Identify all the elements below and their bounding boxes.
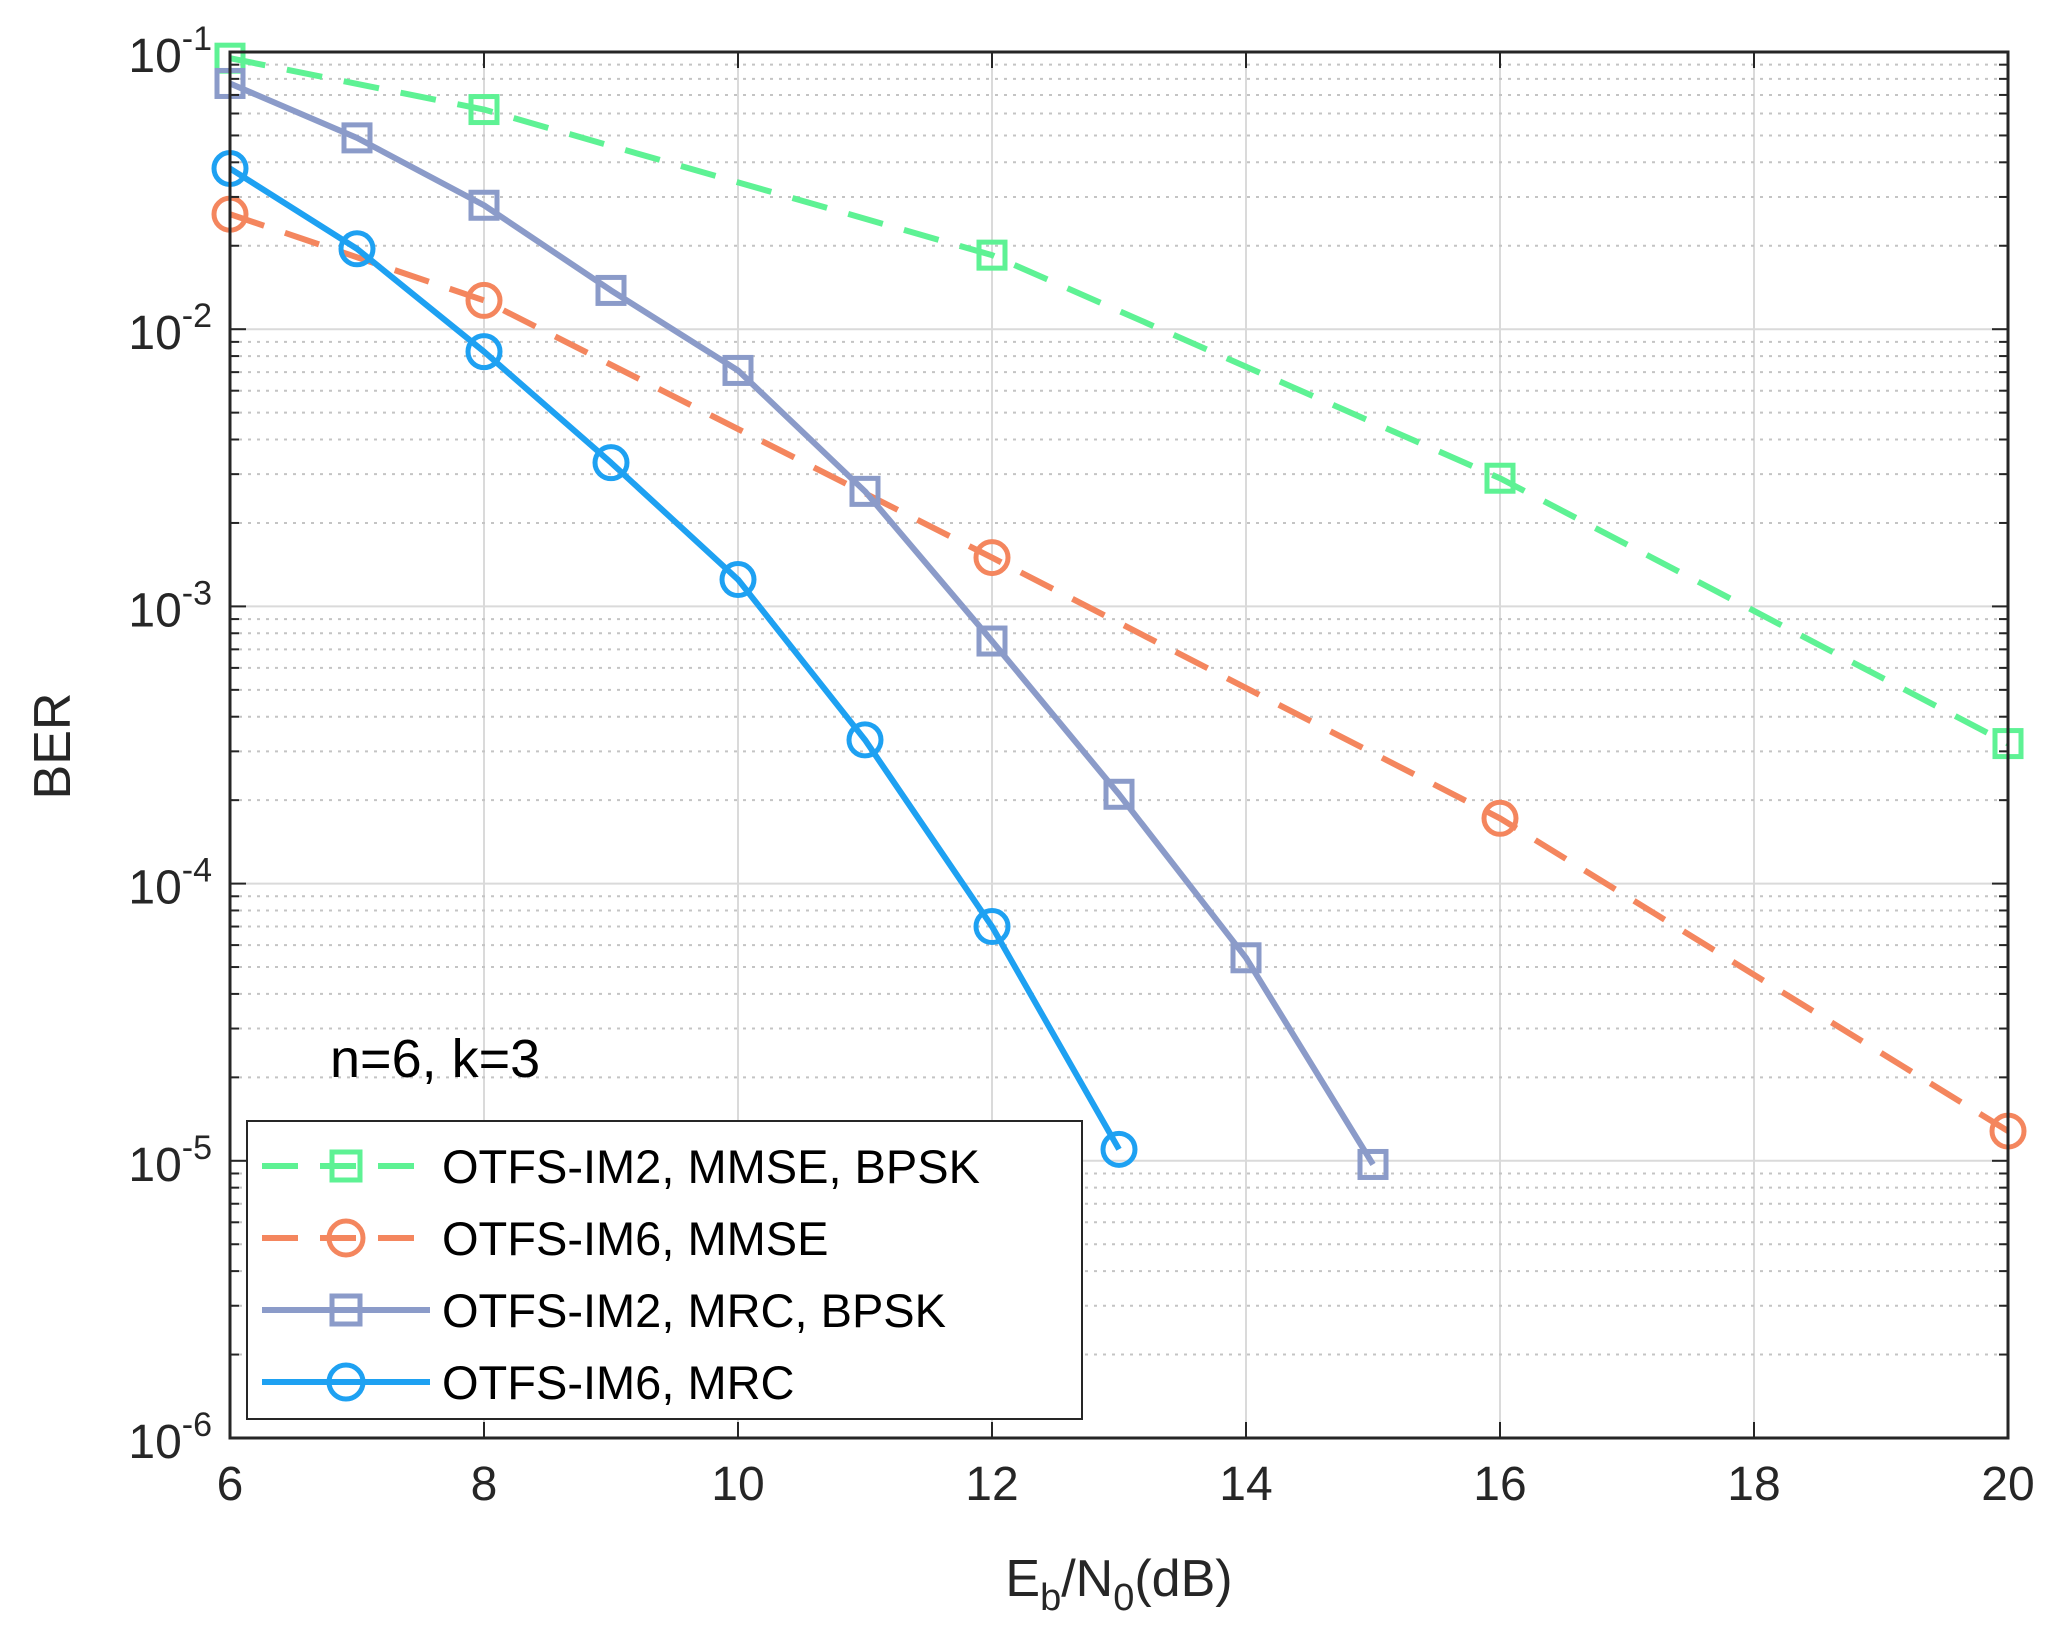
x-tick-label: 18 [1727, 1458, 1780, 1511]
data-point-square [341, 122, 373, 154]
data-point-square [468, 94, 500, 126]
data-point-square [1484, 462, 1516, 494]
x-tick-label: 6 [217, 1458, 244, 1511]
legend-label: OTFS-IM2, MMSE, BPSK [442, 1140, 980, 1193]
legend-label: OTFS-IM6, MMSE [442, 1212, 828, 1265]
annotation-text: n=6, k=3 [330, 1029, 540, 1089]
legend-entry: OTFS-IM6, MMSE [262, 1212, 828, 1265]
x-tick-label: 10 [711, 1458, 764, 1511]
data-point-square [468, 189, 500, 221]
data-point-square [722, 354, 754, 386]
y-tick-label: 10-6 [128, 1406, 212, 1469]
y-axis-label: BER [24, 693, 82, 800]
data-point-circle [973, 539, 1011, 577]
data-point-square [976, 625, 1008, 657]
y-tick-label: 10-5 [128, 1129, 212, 1192]
axes-box [228, 50, 2010, 1440]
data-point-circle [338, 230, 376, 268]
data-point-circle [326, 1362, 366, 1402]
data-point-circle [465, 281, 503, 319]
x-tick-label: 8 [471, 1458, 498, 1511]
legend-entry: OTFS-IM2, MMSE, BPSK [262, 1140, 980, 1193]
series-line [229, 55, 2010, 747]
data-point-circle [592, 444, 630, 482]
data-point-circle [719, 561, 757, 599]
data-point-square [329, 1293, 363, 1327]
series-line [228, 165, 1122, 1151]
x-axis-label: Eb/N0(dB) [1005, 1550, 1232, 1619]
legend: OTFS-IM2, MMSE, BPSK OTFS-IM6, MMSE OTFS-I… [246, 1120, 1083, 1420]
y-tick-label: 10-2 [128, 297, 212, 360]
data-point-circle [326, 1218, 366, 1258]
y-tick-label: 10-1 [128, 20, 212, 83]
series-line [228, 80, 1376, 1167]
data-point-circle [1100, 1130, 1138, 1168]
series-3 [214, 67, 1389, 1180]
data-point-circle [465, 333, 503, 371]
series-line [229, 211, 2010, 1134]
data-point-square [1230, 942, 1262, 974]
data-point-square [976, 239, 1008, 271]
data-point-square [329, 1149, 363, 1183]
tick-marks [229, 52, 2009, 1439]
data-point-square [595, 274, 627, 306]
data-point-square [1103, 778, 1135, 810]
y-tick-label: 10-3 [128, 574, 212, 637]
data-point-square [1357, 1148, 1389, 1180]
y-tick-label: 10-4 [128, 852, 212, 915]
series-4 [211, 149, 1138, 1168]
legend-entry: OTFS-IM2, MRC, BPSK [262, 1284, 946, 1337]
y-tick-labels: 10-1 10-2 10-3 10-4 10-5 10-6 [128, 20, 212, 1469]
legend-entry: OTFS-IM6, MRC [262, 1356, 794, 1409]
data-point-circle [846, 721, 884, 759]
legend-label: OTFS-IM2, MRC, BPSK [442, 1284, 946, 1337]
x-tick-labels: 6 8 10 12 14 16 18 20 [217, 1458, 2035, 1511]
legend-box [246, 1120, 1083, 1420]
x-tick-label: 12 [965, 1458, 1018, 1511]
x-tick-label: 20 [1981, 1458, 2034, 1511]
x-tick-label: 16 [1473, 1458, 1526, 1511]
x-tick-label: 14 [1219, 1458, 1272, 1511]
series-group [211, 42, 2027, 1180]
data-point-circle [973, 908, 1011, 946]
data-point-circle [1481, 799, 1519, 837]
data-point-square [849, 475, 881, 507]
legend-label: OTFS-IM6, MRC [442, 1356, 794, 1409]
